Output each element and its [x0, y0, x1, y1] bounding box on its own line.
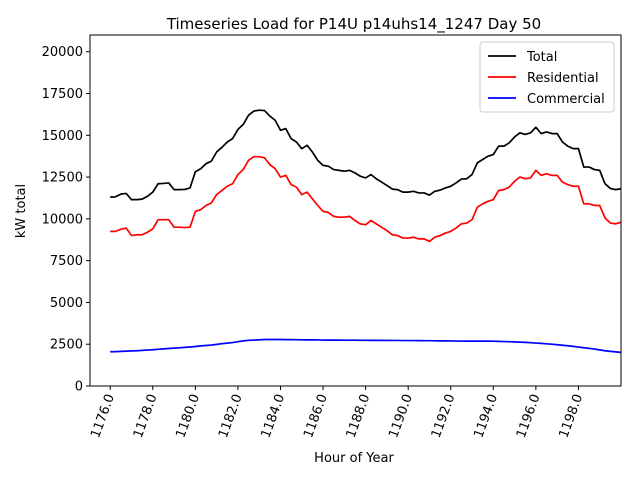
- y-tick-label: 17500: [42, 87, 83, 102]
- legend: Total Residential Commercial: [479, 41, 615, 113]
- series-line-residential: [110, 155, 622, 243]
- y-tick-label: 10000: [42, 212, 83, 227]
- y-tick-label: 12500: [42, 171, 83, 186]
- x-axis-label: Hour of Year: [314, 451, 394, 466]
- series-line-total: [110, 109, 622, 201]
- legend-label-total: Total: [526, 50, 557, 65]
- y-tick-label: 5000: [50, 296, 83, 311]
- y-tick-label: 15000: [42, 129, 83, 144]
- series-line-commercial: [110, 338, 622, 354]
- legend-label-residential: Residential: [527, 71, 599, 86]
- legend-label-commercial: Commercial: [527, 92, 605, 107]
- y-tick-label: 7500: [50, 254, 83, 269]
- y-axis-label: kW total: [14, 184, 29, 238]
- y-tick-label: 2500: [50, 338, 83, 353]
- y-tick-label: 0: [75, 380, 83, 395]
- y-tick-label: 20000: [42, 45, 83, 60]
- plot-frame: [89, 34, 622, 387]
- legend-box: [479, 41, 615, 113]
- chart-title: Timeseries Load for P14U p14uhs14_1247 D…: [166, 15, 541, 34]
